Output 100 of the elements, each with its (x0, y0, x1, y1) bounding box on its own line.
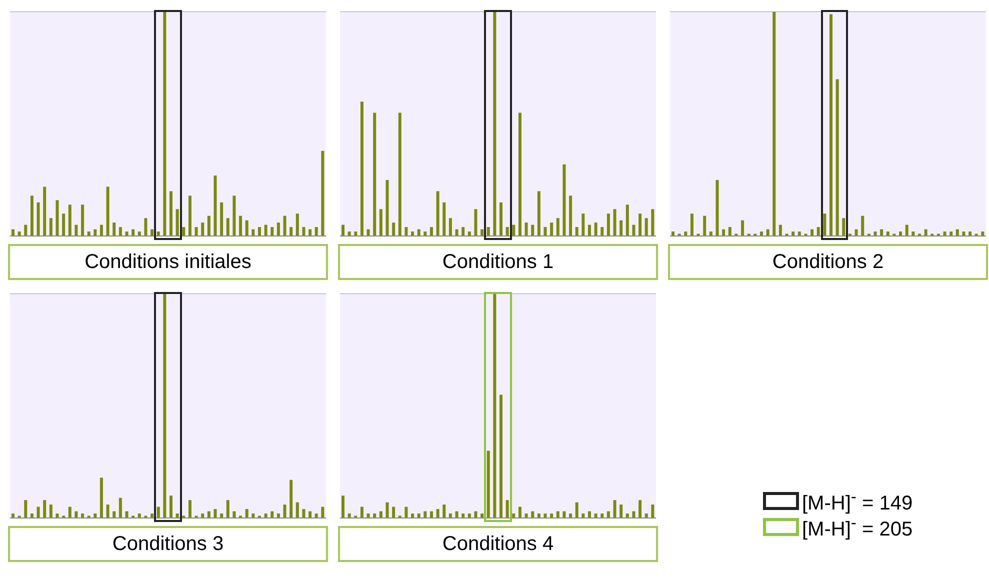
bar (638, 214, 642, 236)
bar (302, 509, 306, 518)
bar (550, 222, 554, 236)
x-axis-title: Conditions initiales (8, 244, 328, 280)
bar (68, 506, 72, 518)
bar (741, 220, 744, 236)
bar (379, 209, 382, 236)
bar (283, 504, 286, 518)
bar (36, 506, 40, 518)
bar (556, 218, 560, 236)
bar (56, 200, 59, 236)
bar (194, 227, 198, 236)
bar (226, 218, 230, 236)
bar (245, 509, 248, 518)
bar (518, 506, 522, 518)
bar (62, 214, 66, 236)
bar (106, 186, 110, 236)
bar (49, 504, 52, 518)
bar (644, 218, 648, 236)
bar (594, 222, 598, 236)
bar (620, 220, 623, 236)
bar (500, 202, 502, 236)
bar (270, 227, 274, 236)
bar (842, 218, 846, 236)
bar (442, 504, 446, 518)
bar (276, 222, 280, 236)
bar (36, 202, 40, 236)
bar (651, 209, 654, 236)
bar (264, 224, 268, 236)
bar (144, 218, 148, 236)
bar (392, 222, 396, 236)
bar (232, 196, 236, 236)
bar (531, 224, 534, 236)
bar (569, 196, 572, 236)
bar (283, 216, 286, 236)
bar (398, 112, 402, 236)
bar (24, 500, 28, 518)
bar (462, 227, 465, 236)
bar (188, 500, 192, 518)
bar (703, 216, 706, 236)
bar (638, 500, 642, 518)
bar (68, 204, 72, 236)
bar (537, 191, 540, 236)
bar (106, 504, 110, 518)
bar (442, 202, 446, 236)
bar (830, 14, 832, 236)
bar (290, 227, 293, 236)
bar (49, 218, 52, 236)
bar (112, 222, 116, 236)
bar (690, 214, 694, 236)
bar (905, 224, 908, 236)
bar (43, 500, 46, 518)
bar (404, 227, 408, 236)
bar (632, 224, 636, 236)
bar (118, 498, 122, 518)
bar (430, 227, 433, 236)
bar (188, 196, 192, 236)
bar (81, 204, 84, 236)
bar (486, 450, 490, 518)
bar (562, 164, 566, 236)
bar (245, 220, 248, 236)
x-axis-title: Conditions 2 (668, 244, 988, 280)
bar (170, 191, 172, 236)
bar (778, 224, 782, 236)
bar (43, 186, 46, 236)
bar (392, 506, 396, 518)
bar (512, 224, 516, 236)
bar (321, 150, 324, 236)
bar (296, 502, 299, 518)
bar (436, 191, 440, 236)
bar (836, 79, 839, 236)
bar (100, 224, 103, 236)
category-label: [M-H]$^{-}$ = 205 (802, 512, 913, 542)
bar (404, 506, 408, 518)
bar (613, 209, 616, 236)
bar (163, 12, 166, 236)
bar (156, 506, 160, 518)
bar (620, 504, 623, 518)
bar (816, 227, 820, 236)
bar (500, 394, 502, 518)
bar (588, 224, 591, 236)
bar (74, 224, 78, 236)
category-label: [M-H]$^{-}$ = 149 (802, 486, 913, 516)
bar (170, 496, 172, 518)
bar (448, 218, 452, 236)
bar (163, 294, 166, 518)
bar (321, 506, 324, 518)
bar (360, 506, 364, 518)
bar (493, 12, 496, 236)
bar (626, 204, 629, 236)
bar (302, 227, 306, 236)
bar (772, 12, 776, 236)
bar (220, 202, 224, 236)
bar (214, 176, 217, 236)
bar (651, 504, 654, 518)
bar (342, 224, 344, 236)
bar (118, 227, 122, 236)
bar (296, 214, 299, 236)
bar (207, 216, 210, 236)
bar (728, 227, 732, 236)
